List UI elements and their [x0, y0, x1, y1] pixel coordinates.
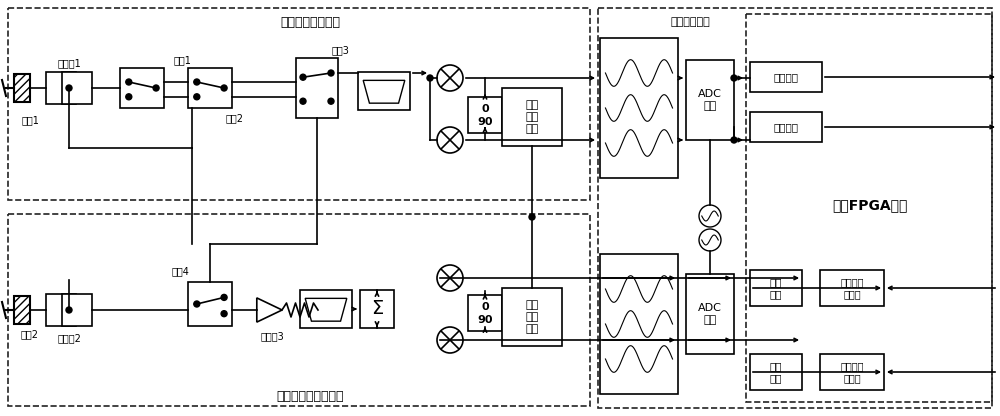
- Circle shape: [427, 75, 433, 81]
- Text: 开关1: 开关1: [174, 55, 192, 65]
- Bar: [62, 72, 92, 104]
- Circle shape: [731, 137, 737, 143]
- Text: 抽取滤波: 抽取滤波: [774, 72, 798, 82]
- Text: ADC
产生: ADC 产生: [698, 303, 722, 325]
- Circle shape: [300, 98, 306, 104]
- Text: 0: 0: [481, 302, 489, 312]
- Bar: [468, 295, 502, 331]
- Bar: [600, 38, 678, 178]
- Text: 开关4: 开关4: [171, 266, 189, 276]
- Text: 共享FPGA单元: 共享FPGA单元: [832, 198, 908, 212]
- Text: 端口1: 端口1: [21, 115, 39, 125]
- Circle shape: [194, 94, 200, 100]
- Text: 数字处理单元: 数字处理单元: [670, 17, 710, 27]
- Circle shape: [300, 74, 306, 80]
- Bar: [188, 282, 232, 326]
- Circle shape: [221, 295, 227, 300]
- Text: 伪随机序
列生成: 伪随机序 列生成: [840, 277, 864, 299]
- Circle shape: [66, 85, 72, 91]
- Text: 90: 90: [477, 117, 493, 127]
- Bar: [502, 288, 562, 346]
- Bar: [750, 270, 802, 306]
- Circle shape: [221, 311, 227, 317]
- Circle shape: [153, 85, 159, 91]
- Circle shape: [126, 79, 132, 85]
- Text: 开关3: 开关3: [331, 45, 349, 55]
- Text: 开关2: 开关2: [226, 113, 244, 123]
- Text: Σ: Σ: [371, 300, 383, 319]
- Bar: [8, 214, 590, 406]
- Bar: [46, 294, 76, 326]
- Text: 本振
合成
电路: 本振 合成 电路: [525, 300, 539, 334]
- Circle shape: [328, 98, 334, 104]
- Bar: [62, 294, 92, 326]
- Bar: [188, 68, 232, 108]
- Bar: [358, 72, 410, 110]
- Bar: [296, 58, 338, 118]
- Text: 伪随机序
列生成: 伪随机序 列生成: [840, 361, 864, 383]
- Bar: [46, 72, 76, 104]
- Text: 内插
滤波: 内插 滤波: [770, 277, 782, 299]
- Bar: [468, 97, 502, 133]
- Bar: [746, 14, 992, 402]
- Bar: [598, 8, 992, 408]
- Bar: [502, 88, 562, 146]
- Bar: [686, 274, 734, 354]
- Text: 耦合器1: 耦合器1: [57, 58, 81, 68]
- Bar: [750, 354, 802, 390]
- Circle shape: [66, 307, 72, 313]
- Text: 耦合器2: 耦合器2: [57, 333, 81, 343]
- Text: 内插
滤波: 内插 滤波: [770, 361, 782, 383]
- Bar: [750, 112, 822, 142]
- Bar: [300, 290, 352, 328]
- Bar: [686, 60, 734, 140]
- Circle shape: [328, 70, 334, 76]
- Circle shape: [126, 94, 132, 100]
- Text: 端口2: 端口2: [21, 329, 39, 339]
- Text: ADC
采集: ADC 采集: [698, 89, 722, 111]
- Bar: [820, 270, 884, 306]
- Circle shape: [731, 75, 737, 81]
- Text: 本振
合成
电路: 本振 合成 电路: [525, 100, 539, 134]
- Bar: [750, 62, 822, 92]
- Bar: [14, 296, 30, 324]
- Bar: [14, 74, 30, 102]
- Circle shape: [221, 85, 227, 91]
- Text: 0: 0: [481, 104, 489, 114]
- Circle shape: [194, 79, 200, 85]
- Circle shape: [529, 214, 535, 220]
- Circle shape: [194, 301, 200, 307]
- Text: 信号直接上变频单元: 信号直接上变频单元: [276, 389, 344, 403]
- Text: 90: 90: [477, 315, 493, 325]
- Text: 耦合器3: 耦合器3: [260, 331, 284, 341]
- Bar: [600, 254, 678, 394]
- Bar: [820, 354, 884, 390]
- Text: 抽取滤波: 抽取滤波: [774, 122, 798, 132]
- Text: 信号变频接收单元: 信号变频接收单元: [280, 15, 340, 29]
- Bar: [360, 290, 394, 328]
- Bar: [120, 68, 164, 108]
- Bar: [8, 8, 590, 200]
